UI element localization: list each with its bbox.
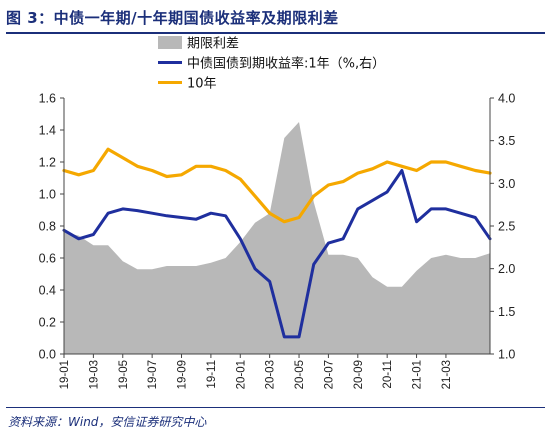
right-tick-label: 1.5 [498, 305, 515, 319]
left-tick-label: 0.4 [39, 284, 56, 298]
figure-title: 图 3：中债一年期/十年期国债收益率及期限利差 [6, 9, 339, 27]
right-tick-label: 2.5 [498, 220, 515, 234]
x-tick-label: 19-07 [147, 360, 159, 389]
x-tick-label: 19-11 [206, 360, 218, 389]
x-tick-label: 19-09 [177, 360, 189, 389]
left-tick-label: 1.6 [39, 92, 56, 106]
legend-label-10y: 10年 [187, 77, 217, 92]
x-tick-label: 20-01 [235, 360, 247, 389]
series-line-10y [62, 147, 492, 224]
chart: 0.0 0.2 0.4 0.6 0.8 1.0 1.2 1.4 1.6 1.0 1.5 2.0 2.5 3… [39, 36, 515, 389]
right-tick-label: 4.0 [498, 92, 515, 106]
x-tick-label: 21-03 [441, 360, 453, 389]
title-rule [6, 32, 545, 34]
source-rule [6, 407, 545, 408]
series-area-spread [64, 122, 490, 354]
source-note: 资料来源：Wind，安信证券研究中心 [8, 415, 207, 429]
x-tick-label: 19-05 [118, 360, 130, 389]
right-tick-label: 1.0 [498, 348, 515, 362]
x-tick-label: 21-01 [412, 360, 424, 389]
left-tick-label: 0.2 [39, 316, 56, 330]
legend-swatch-spread [158, 36, 182, 49]
left-tick-label: 1.4 [39, 124, 56, 138]
legend-label-spread: 期限利差 [187, 37, 239, 52]
left-tick-label: 0.8 [39, 220, 56, 234]
right-tick-label: 3.0 [498, 177, 515, 191]
x-tick-label: 20-03 [265, 360, 277, 389]
right-tick-label: 2.0 [498, 262, 515, 276]
left-tick-label: 1.0 [39, 188, 56, 202]
left-tick-label: 0.0 [39, 348, 56, 362]
x-tick-label: 20-05 [294, 360, 306, 389]
series-line-1y [62, 169, 492, 339]
x-tick-label: 19-03 [88, 360, 100, 389]
left-tick-label: 1.2 [39, 156, 56, 170]
right-tick-label: 3.5 [498, 134, 515, 148]
x-tick-label: 19-01 [59, 360, 71, 389]
x-tick-label: 20-07 [323, 360, 335, 389]
x-tick-label: 20-09 [353, 360, 365, 389]
legend-label-1y: 中债国债到期收益率:1年（%,右） [187, 56, 385, 72]
x-tick-label: 20-11 [382, 360, 394, 389]
left-tick-label: 0.6 [39, 252, 56, 266]
